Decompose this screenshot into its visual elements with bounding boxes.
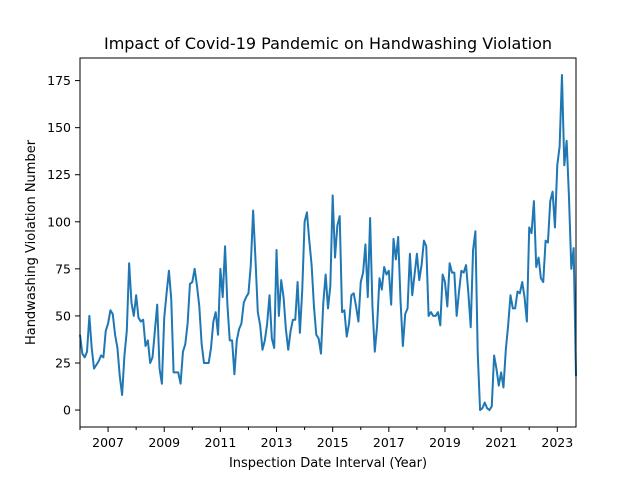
x-tick-label: 2009 xyxy=(148,435,180,450)
x-tick-label: 2019 xyxy=(429,435,461,450)
y-tick-label: 125 xyxy=(47,167,71,182)
x-axis-label: Inspection Date Interval (Year) xyxy=(229,456,427,471)
x-tick-label: 2021 xyxy=(485,435,517,450)
series-line xyxy=(79,73,577,412)
y-axis-label: Handwashing Violation Number xyxy=(24,139,39,345)
x-tick-label: 2007 xyxy=(92,435,124,450)
x-tick-label: 2013 xyxy=(261,435,293,450)
x-tick-label: 2017 xyxy=(373,435,405,450)
x-tick-label: 2015 xyxy=(317,435,349,450)
plot-area xyxy=(79,73,577,412)
y-tick-label: 25 xyxy=(55,355,71,370)
plot-frame xyxy=(79,57,577,428)
x-tick-label: 2011 xyxy=(204,435,236,450)
x-tick-label: 2023 xyxy=(541,435,573,450)
y-tick-label: 175 xyxy=(47,73,71,88)
chart-title: Impact of Covid-19 Pandemic on Handwashi… xyxy=(104,34,552,53)
x-axis: 2007 2009 2011 2013 2015 2017 2019 2021 2023 xyxy=(79,427,573,450)
y-tick-label: 50 xyxy=(55,308,71,323)
y-tick-label: 150 xyxy=(47,120,71,135)
y-axis: 0 25 50 75 100 125 150 175 xyxy=(47,73,80,418)
y-tick-label: 100 xyxy=(47,214,71,229)
y-tick-label: 75 xyxy=(55,261,71,276)
y-tick-label: 0 xyxy=(63,403,71,418)
